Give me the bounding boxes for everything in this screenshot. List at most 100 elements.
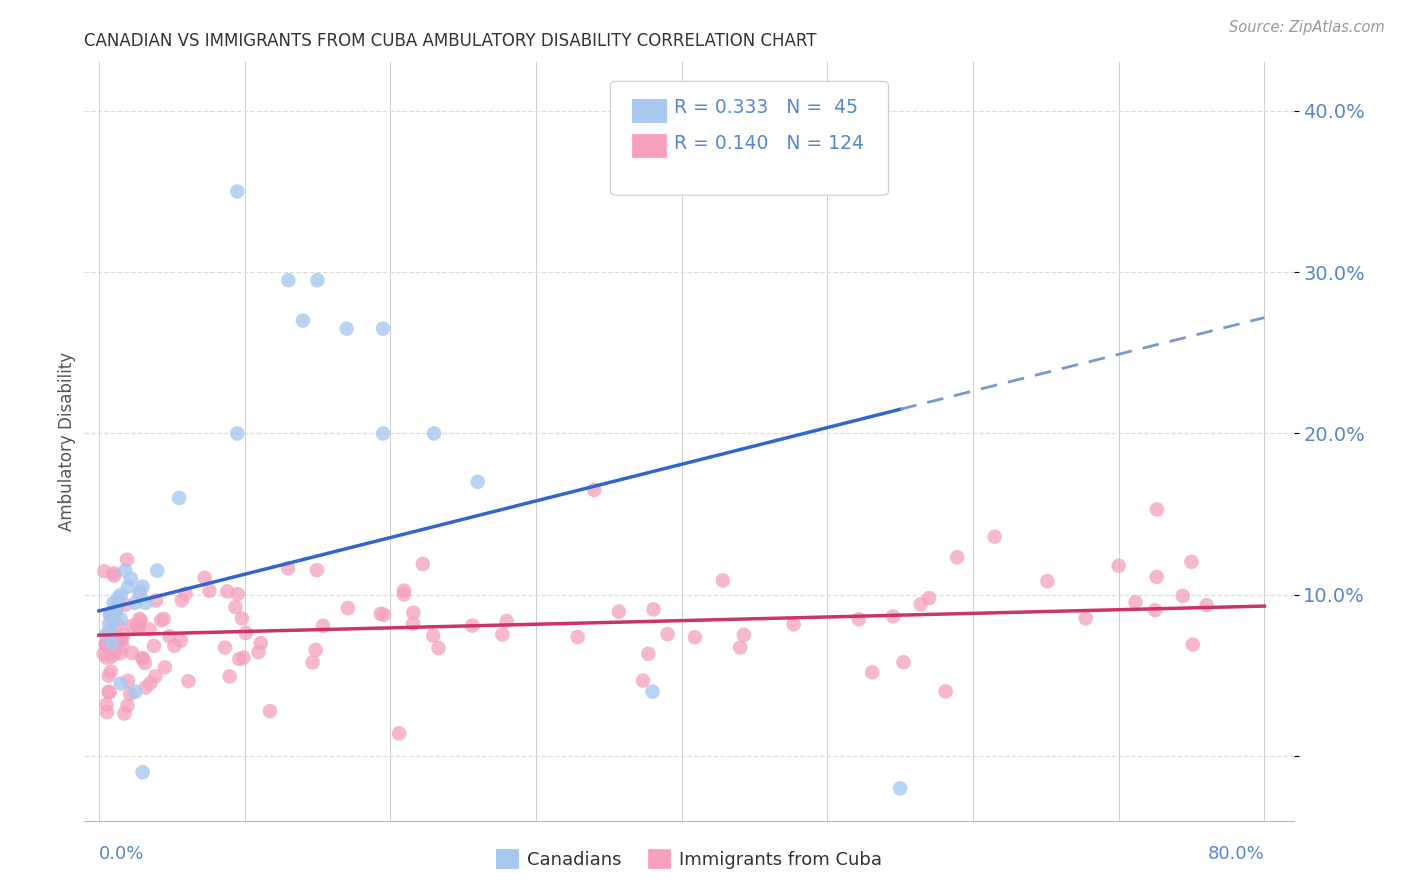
Point — [683, 630, 706, 644]
Point — [103, 566, 125, 581]
Point — [115, 552, 138, 566]
Point — [1195, 598, 1218, 612]
Point — [121, 646, 143, 660]
Point — [214, 640, 236, 655]
Point — [567, 630, 589, 644]
Point — [146, 564, 169, 578]
Point — [1146, 570, 1168, 584]
Point — [946, 550, 969, 565]
Point — [142, 639, 165, 653]
Point — [231, 611, 253, 625]
Point — [848, 612, 870, 626]
Point — [132, 651, 155, 665]
Point — [128, 584, 150, 599]
Point — [422, 629, 444, 643]
Point — [423, 426, 446, 441]
Point — [110, 588, 132, 602]
Point — [918, 591, 941, 606]
Point — [98, 685, 121, 699]
Point — [110, 646, 132, 660]
Point — [249, 636, 271, 650]
Point — [641, 684, 664, 698]
FancyBboxPatch shape — [610, 81, 889, 195]
Point — [983, 530, 1005, 544]
Point — [733, 628, 755, 642]
Point — [152, 612, 174, 626]
Point — [228, 652, 250, 666]
Point — [312, 619, 335, 633]
Point — [100, 624, 122, 638]
Point — [101, 615, 124, 629]
Point — [111, 632, 134, 647]
Point — [371, 426, 394, 441]
Point — [97, 669, 120, 683]
Point — [135, 596, 157, 610]
Point — [402, 606, 425, 620]
Point — [96, 705, 118, 719]
Point — [427, 640, 450, 655]
Point — [150, 613, 173, 627]
Point — [1171, 589, 1194, 603]
Point — [167, 491, 190, 505]
Point — [97, 685, 120, 699]
Point — [120, 572, 142, 586]
Point — [125, 619, 148, 633]
Point — [108, 633, 131, 648]
Point — [402, 616, 425, 631]
Point — [583, 483, 606, 497]
Point — [124, 684, 146, 698]
Point — [711, 574, 734, 588]
Point — [224, 600, 246, 615]
Text: 0.0%: 0.0% — [98, 845, 145, 863]
Point — [128, 620, 150, 634]
Point — [467, 475, 489, 489]
Point — [235, 626, 257, 640]
Point — [170, 633, 193, 648]
Point — [131, 765, 153, 780]
Point — [226, 426, 249, 441]
Text: 80.0%: 80.0% — [1208, 845, 1264, 863]
Point — [103, 647, 125, 661]
Point — [1180, 555, 1202, 569]
Point — [1108, 558, 1130, 573]
Point — [226, 587, 249, 601]
Text: Source: ZipAtlas.com: Source: ZipAtlas.com — [1229, 20, 1385, 35]
Point — [103, 596, 125, 610]
Point — [94, 637, 117, 651]
Bar — [633, 135, 666, 157]
Point — [392, 587, 415, 601]
Point — [336, 321, 359, 335]
Point — [307, 273, 329, 287]
Point — [104, 606, 127, 620]
Point — [893, 655, 915, 669]
Point — [107, 618, 129, 632]
Point — [657, 627, 679, 641]
Point — [93, 564, 115, 578]
Point — [277, 561, 299, 575]
Point — [882, 609, 904, 624]
Point — [100, 649, 122, 664]
Point — [1125, 595, 1147, 609]
Point — [174, 586, 197, 600]
Point — [388, 726, 411, 740]
Point — [101, 636, 124, 650]
Text: CANADIAN VS IMMIGRANTS FROM CUBA AMBULATORY DISABILITY CORRELATION CHART: CANADIAN VS IMMIGRANTS FROM CUBA AMBULAT… — [84, 32, 817, 50]
Point — [138, 623, 160, 637]
Point — [120, 687, 142, 701]
Text: R = 0.333   N =  45: R = 0.333 N = 45 — [675, 98, 859, 118]
Point — [105, 600, 128, 615]
Point — [226, 185, 249, 199]
Point — [461, 618, 484, 632]
Point — [159, 629, 181, 643]
Point — [495, 614, 517, 628]
Point — [145, 593, 167, 607]
Point — [117, 698, 139, 713]
Point — [198, 583, 221, 598]
Point — [305, 643, 328, 657]
Point — [134, 656, 156, 670]
Y-axis label: Ambulatory Disability: Ambulatory Disability — [58, 352, 76, 531]
Point — [114, 564, 136, 578]
Bar — [633, 99, 666, 121]
Point — [291, 313, 314, 327]
Point — [910, 597, 932, 611]
